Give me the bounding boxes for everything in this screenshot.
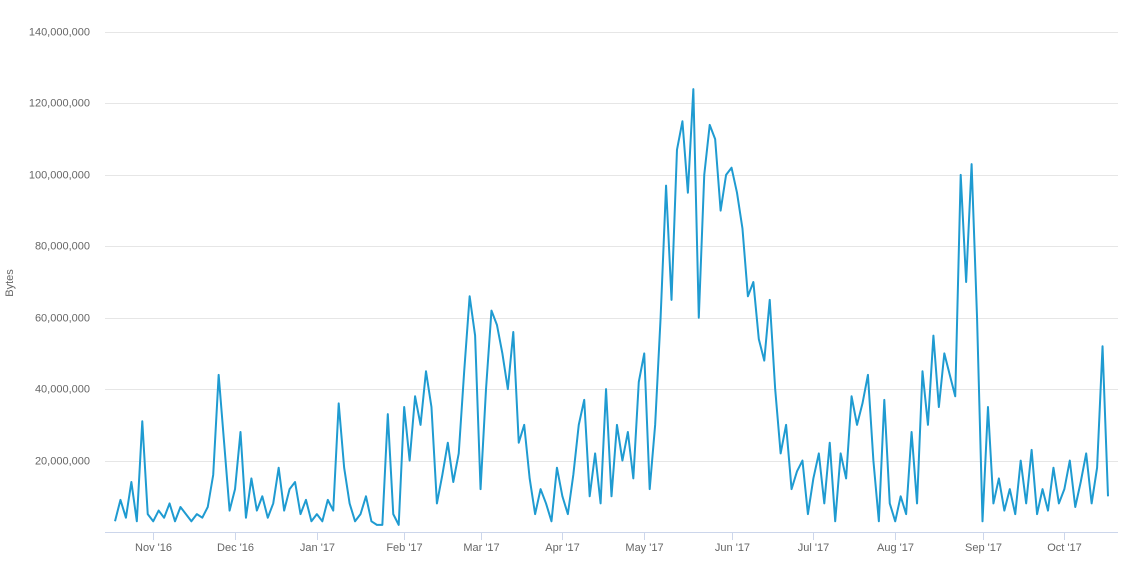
x-tick-label: Sep '17	[965, 542, 1002, 554]
x-tick-label: Dec '16	[217, 542, 254, 554]
data-line	[114, 88, 1109, 526]
y-tick-label: 80,000,000	[35, 240, 90, 252]
x-tick-label: Mar '17	[463, 542, 499, 554]
x-tick-label: Feb '17	[386, 542, 422, 554]
x-tick-label: Jul '17	[798, 542, 829, 554]
y-tick-label: 20,000,000	[35, 455, 90, 467]
x-tick-label: Oct '17	[1047, 542, 1082, 554]
y-tick-label: 40,000,000	[35, 383, 90, 395]
y-tick-label: 140,000,000	[29, 26, 90, 38]
x-tick-label: Apr '17	[545, 542, 580, 554]
y-tick-label: 60,000,000	[35, 312, 90, 324]
y-axis-label: Bytes	[4, 269, 16, 297]
y-tick-label: 120,000,000	[29, 97, 90, 109]
y-tick-label: 100,000,000	[29, 169, 90, 181]
x-tick-label: Nov '16	[135, 542, 172, 554]
x-tick-label: Jun '17	[715, 542, 750, 554]
x-tick-label: Aug '17	[877, 542, 914, 554]
x-tick-label: Jan '17	[300, 542, 335, 554]
x-tick-label: May '17	[625, 542, 663, 554]
